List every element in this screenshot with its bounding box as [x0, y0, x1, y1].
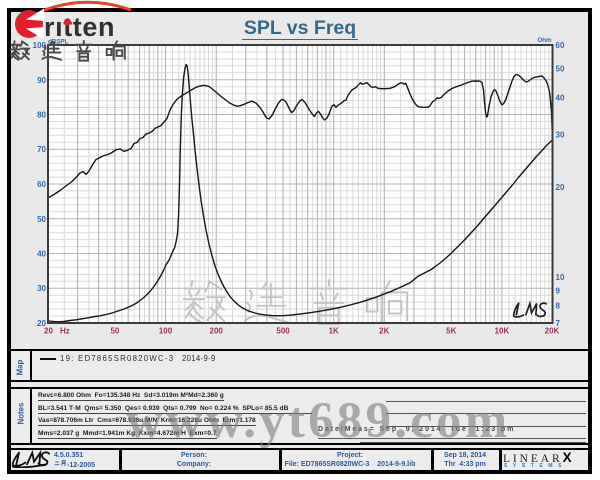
svg-text:30: 30 — [556, 131, 565, 140]
svg-text:10K: 10K — [495, 327, 510, 336]
svg-text:Hz: Hz — [60, 327, 70, 336]
svg-text:100: 100 — [33, 41, 47, 50]
svg-text:dBSPL: dBSPL — [48, 39, 69, 46]
svg-text:20K: 20K — [545, 327, 560, 336]
svg-text:Ohm: Ohm — [537, 37, 552, 44]
svg-text:60: 60 — [556, 41, 565, 50]
svg-text:10: 10 — [556, 273, 565, 282]
svg-text:8: 8 — [556, 302, 561, 311]
svg-text:5K: 5K — [446, 327, 456, 336]
svg-text:50: 50 — [37, 215, 46, 224]
svg-text:7: 7 — [556, 319, 561, 328]
svg-text:200: 200 — [210, 327, 224, 336]
svg-text:50: 50 — [110, 327, 119, 336]
svg-text:100: 100 — [159, 327, 173, 336]
svg-text:80: 80 — [37, 111, 46, 120]
svg-text:40: 40 — [556, 94, 565, 103]
svg-text:90: 90 — [37, 76, 46, 85]
svg-text:40: 40 — [37, 250, 46, 259]
svg-text:30: 30 — [37, 284, 46, 293]
svg-text:70: 70 — [37, 145, 46, 154]
svg-text:20: 20 — [44, 327, 53, 336]
svg-text:9: 9 — [556, 287, 561, 296]
svg-text:60: 60 — [37, 180, 46, 189]
svg-text:50: 50 — [556, 65, 565, 74]
svg-text:2K: 2K — [379, 327, 389, 336]
svg-text:20: 20 — [37, 319, 46, 328]
svg-text:500: 500 — [276, 327, 290, 336]
svg-text:20: 20 — [556, 183, 565, 192]
svg-text:1K: 1K — [329, 327, 339, 336]
